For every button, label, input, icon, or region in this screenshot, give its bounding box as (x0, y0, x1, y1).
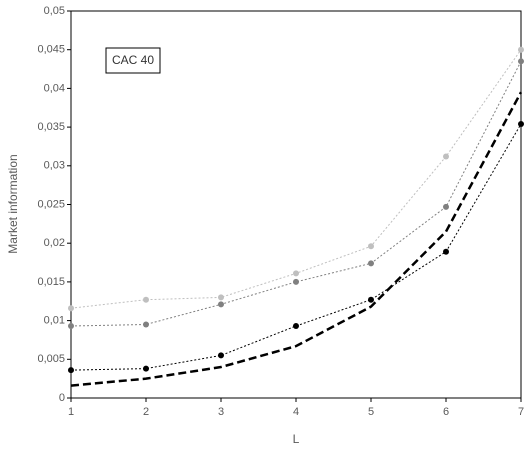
annotation: CAC 40 (112, 53, 154, 67)
y-tick-label: 0,025 (37, 198, 65, 210)
x-tick-label: 5 (368, 406, 374, 418)
series-line (70, 61, 522, 327)
y-tick-label: 0,005 (37, 353, 65, 365)
series-marker (68, 323, 74, 330)
series-marker (293, 270, 299, 277)
series-marker (218, 352, 224, 359)
series-marker (143, 296, 149, 303)
series-line (70, 91, 523, 387)
x-tick-label: 4 (293, 406, 299, 418)
x-tick-label: 6 (443, 406, 449, 418)
annotation-box (105, 47, 161, 74)
series-marker (143, 321, 149, 328)
y-tick-label: 0,01 (44, 315, 65, 327)
x-tick-label: 2 (143, 406, 149, 418)
x-axis-label: L (293, 432, 300, 446)
y-tick-label: 0,045 (37, 44, 65, 56)
y-tick-label: 0,035 (37, 121, 65, 133)
series-marker (368, 260, 374, 267)
x-tick-label: 7 (518, 406, 524, 418)
series-marker (368, 243, 374, 250)
y-tick-label: 0,02 (44, 237, 65, 249)
series-marker (68, 367, 74, 374)
y-axis-label: Market information (6, 154, 20, 253)
x-tick-label: 3 (218, 406, 224, 418)
series-marker (518, 46, 524, 53)
series-marker (218, 294, 224, 301)
series-marker (368, 296, 374, 303)
series-marker (293, 323, 299, 330)
series-marker (518, 58, 524, 65)
series-line (70, 49, 522, 309)
y-tick-label: 0,04 (44, 82, 65, 94)
x-tick-label: 1 (68, 406, 74, 418)
y-tick-label: 0 (59, 392, 65, 404)
series-marker (443, 248, 449, 255)
series-marker (218, 301, 224, 308)
series-marker (518, 121, 524, 128)
series-marker (143, 365, 149, 372)
series-marker (293, 278, 299, 285)
series-marker (443, 153, 449, 160)
series-marker (443, 203, 449, 210)
series-marker (68, 305, 74, 312)
series-line (70, 123, 522, 371)
y-tick-label: 0,05 (44, 5, 65, 17)
y-tick-label: 0,015 (37, 276, 65, 288)
y-tick-label: 0,03 (44, 160, 65, 172)
